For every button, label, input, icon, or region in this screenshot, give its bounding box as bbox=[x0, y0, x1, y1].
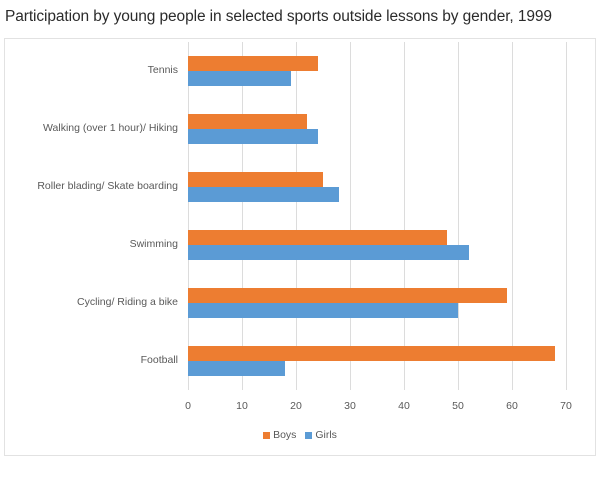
bar-girls bbox=[188, 71, 291, 86]
gridline bbox=[458, 42, 459, 390]
bar-boys bbox=[188, 288, 507, 303]
boys-swatch-icon bbox=[263, 431, 271, 439]
x-tick-label: 20 bbox=[290, 400, 302, 412]
gridline bbox=[242, 42, 243, 390]
legend-label-boys: Boys bbox=[273, 429, 297, 441]
bar-boys bbox=[188, 172, 323, 187]
legend-item-boys: Boys bbox=[263, 429, 296, 441]
category-label: Swimming bbox=[129, 238, 178, 250]
x-tick-label: 50 bbox=[452, 400, 464, 412]
x-tick-label: 10 bbox=[236, 400, 248, 412]
chart-title: Participation by young people in selecte… bbox=[5, 8, 552, 25]
legend-item-girls: Girls bbox=[305, 429, 337, 441]
bar-boys bbox=[188, 114, 307, 129]
gridline bbox=[566, 42, 567, 390]
gridline bbox=[188, 42, 189, 390]
bar-girls bbox=[188, 129, 318, 144]
category-label: Football bbox=[140, 354, 178, 366]
bar-girls bbox=[188, 361, 285, 376]
bar-girls bbox=[188, 245, 469, 260]
plot-area bbox=[188, 42, 568, 390]
bar-boys bbox=[188, 230, 447, 245]
bar-girls bbox=[188, 303, 458, 318]
bar-boys bbox=[188, 346, 555, 361]
gridline bbox=[512, 42, 513, 390]
legend-label-girls: Girls bbox=[315, 429, 337, 441]
category-label: Cycling/ Riding a bike bbox=[77, 296, 178, 308]
bar-boys bbox=[188, 56, 318, 71]
x-tick-label: 70 bbox=[560, 400, 572, 412]
x-tick-label: 0 bbox=[185, 400, 191, 412]
x-tick-label: 60 bbox=[506, 400, 518, 412]
bar-girls bbox=[188, 187, 339, 202]
category-label: Roller blading/ Skate boarding bbox=[37, 180, 178, 192]
legend: Boys Girls bbox=[0, 429, 600, 442]
x-tick-label: 40 bbox=[398, 400, 410, 412]
gridline bbox=[404, 42, 405, 390]
category-label: Walking (over 1 hour)/ Hiking bbox=[43, 122, 178, 134]
gridline bbox=[296, 42, 297, 390]
category-label: Tennis bbox=[147, 64, 178, 76]
x-tick-label: 30 bbox=[344, 400, 356, 412]
gridline bbox=[350, 42, 351, 390]
girls-swatch-icon bbox=[305, 431, 313, 439]
